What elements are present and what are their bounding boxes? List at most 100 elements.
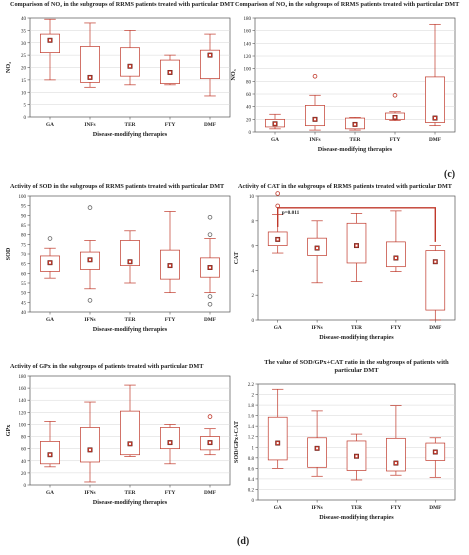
box-TER [346, 433, 367, 481]
plot-area [254, 17, 456, 133]
y-tick-label: 100 [19, 423, 27, 428]
median-marker-center [129, 65, 131, 68]
iqr-box [160, 427, 180, 450]
y-tick-label: 70 [21, 253, 27, 258]
y-tick-label: 100 [244, 68, 252, 73]
x-axis-label: Disease-modifying therapies [318, 146, 393, 153]
median-marker-center [394, 116, 396, 119]
median-marker-center [49, 453, 51, 456]
y-tick-label: 0 [249, 131, 252, 136]
iqr-box [425, 250, 446, 311]
box-DMF [425, 437, 446, 478]
y-tick-label: 45 [21, 301, 27, 306]
y-tick-label: 40 [21, 17, 27, 22]
box-IFNs [80, 401, 100, 483]
box-IFNs [307, 220, 327, 284]
box-FTY [386, 405, 406, 476]
y-tick-label: 140 [244, 42, 252, 47]
x-tick-label: DMF [204, 490, 216, 496]
y-tick-label: 60 [21, 272, 27, 277]
y-tick-label: 1.8 [248, 404, 255, 409]
box-GA [267, 388, 288, 469]
x-tick-label: IFNs [84, 317, 95, 323]
median-marker-center [434, 117, 436, 120]
x-tick-label: FTY [390, 137, 401, 143]
x-tick-label: DMF [429, 505, 441, 511]
iqr-box [425, 76, 445, 123]
y-tick-label: 180 [244, 17, 252, 22]
box-GA [40, 236, 60, 279]
significance-bracket [277, 207, 436, 242]
y-tick-label: 6 [252, 245, 255, 250]
y-tick-label: 75 [21, 243, 27, 248]
iqr-box [40, 33, 60, 54]
iqr-box [80, 46, 100, 83]
y-tick-label: 160 [19, 387, 27, 392]
chart-panel-2: Comparison of NO₃ in the subgroups of RR… [230, 1, 460, 153]
chart-title: Comparison of NO₃ in the subgroups of RR… [235, 1, 460, 8]
y-tick-label: 2 [252, 294, 255, 299]
box-TER [345, 117, 365, 131]
outlier-point [87, 205, 93, 210]
x-tick-label: INFs [309, 137, 320, 143]
y-tick-label: 60 [21, 448, 27, 453]
x-tick-label: GA [46, 490, 54, 496]
median-marker-center [354, 123, 356, 126]
y-tick-label: 90 [21, 214, 27, 219]
x-tick-label: TER [351, 505, 362, 511]
iqr-box [267, 416, 288, 461]
y-tick-label: 0 [252, 319, 255, 324]
median-marker-center [169, 264, 171, 267]
y-tick-label: 120 [19, 411, 27, 416]
y-tick-label: 40 [21, 311, 27, 316]
box-TER [346, 213, 367, 282]
y-tick-label: 60 [246, 93, 252, 98]
median-marker-center [394, 257, 397, 259]
y-tick-label: 80 [21, 436, 27, 441]
y-tick-label: 160 [244, 30, 252, 35]
chart-panel-3: Activity of SOD in the subgroups of RRMS… [5, 183, 231, 333]
panel-label-d: (d) [237, 536, 249, 547]
median-marker-center [169, 71, 171, 74]
x-axis-label: Disease-modifying therapies [319, 334, 394, 341]
x-tick-label: TER [350, 137, 361, 143]
y-tick-label: 85 [21, 224, 27, 229]
box-FTY [160, 211, 180, 294]
median-marker-center [89, 76, 91, 79]
box-FTY [160, 54, 180, 86]
y-tick-label: 20 [21, 67, 27, 72]
y-tick-label: 8 [252, 220, 255, 225]
y-tick-label: 30 [21, 42, 27, 47]
y-tick-label: 180 [19, 375, 27, 380]
y-tick-label: 1.2 [248, 436, 255, 441]
y-axis-label: NO₃ [230, 69, 237, 80]
chart-title: Activity of GPx in the subgroups of pati… [10, 363, 204, 370]
box-DMF [200, 33, 220, 97]
box-IFNs [80, 205, 100, 303]
y-tick-label: 0.8 [248, 457, 255, 462]
y-tick-label: 1.6 [248, 415, 255, 420]
x-tick-label: FTY [165, 490, 176, 496]
outlier-point [275, 191, 281, 196]
panel-label-c: (c) [444, 169, 455, 180]
x-tick-label: GA [271, 137, 279, 143]
median-marker-center [49, 261, 51, 264]
y-tick-label: 0.6 [248, 467, 255, 472]
box-TER [120, 230, 140, 284]
median-marker-center [49, 39, 51, 42]
chart-title: Activity of CAT in the subgroups of RRMS… [238, 183, 453, 190]
box-INFs [80, 22, 100, 88]
y-tick-label: 0 [24, 484, 27, 489]
outlier-point [207, 232, 213, 237]
median-marker-center [169, 441, 171, 444]
x-tick-label: GA [46, 122, 54, 128]
box-GA [40, 18, 60, 81]
median-marker-center [316, 447, 319, 450]
outlier-point [207, 294, 213, 299]
y-tick-label: 4 [252, 269, 255, 274]
chart-panel-4: Activity of CAT in the subgroups of RRMS… [233, 183, 456, 341]
median-marker-center [434, 451, 437, 454]
median-marker-center [89, 448, 91, 451]
